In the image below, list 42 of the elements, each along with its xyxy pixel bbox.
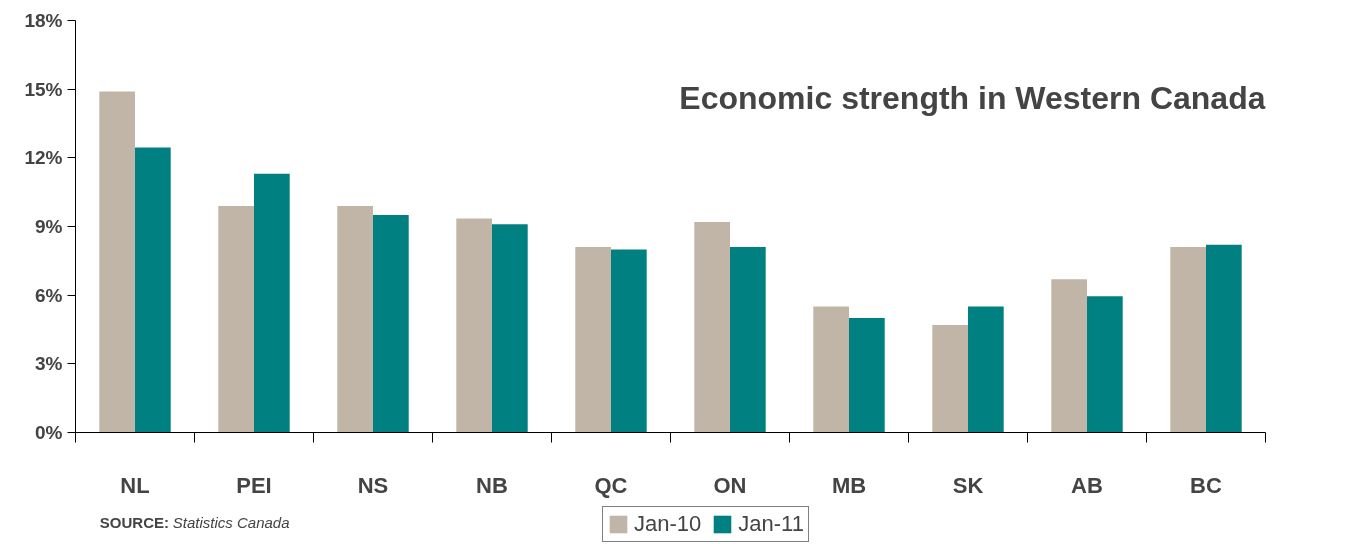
x-tick-label: NS bbox=[357, 472, 389, 498]
x-tick-label: NB bbox=[476, 472, 508, 498]
x-tick-label: MB bbox=[831, 472, 867, 498]
y-tick-label: 15% bbox=[24, 78, 63, 100]
bar bbox=[456, 218, 492, 433]
x-tick-label: SK bbox=[952, 472, 984, 498]
bar bbox=[218, 205, 254, 433]
x-tick-label: PEI bbox=[236, 472, 272, 498]
x-tick-label: BC bbox=[1190, 472, 1222, 498]
y-tick-label: 6% bbox=[35, 284, 63, 306]
bar bbox=[1206, 244, 1242, 433]
y-tick-label: 9% bbox=[35, 216, 63, 237]
bar bbox=[813, 306, 849, 433]
bar bbox=[1087, 296, 1123, 433]
y-tick-label: 0% bbox=[35, 422, 63, 443]
bar bbox=[373, 215, 409, 433]
bar bbox=[1170, 247, 1206, 433]
legend-label: Jan-11 bbox=[738, 511, 804, 537]
bar bbox=[492, 224, 528, 433]
source-note: SOURCE: bbox=[99, 513, 169, 531]
bar bbox=[730, 247, 766, 433]
text: Statistics Canada bbox=[172, 513, 290, 531]
x-tick-label: ON bbox=[713, 472, 747, 498]
bar bbox=[849, 318, 885, 433]
bar bbox=[254, 173, 290, 433]
bar bbox=[968, 306, 1004, 433]
x-tick-label: AB bbox=[1071, 472, 1103, 498]
bar bbox=[1051, 279, 1087, 433]
x-tick-label: NL bbox=[120, 472, 150, 498]
bar bbox=[99, 91, 135, 433]
bar bbox=[135, 147, 171, 433]
bar bbox=[932, 324, 968, 433]
y-tick-label: 12% bbox=[24, 147, 63, 169]
legend-label: Jan-10 bbox=[634, 511, 702, 537]
bar bbox=[337, 205, 373, 433]
bar bbox=[575, 247, 611, 433]
y-tick-label: 18% bbox=[24, 10, 63, 31]
x-tick-label: QC bbox=[594, 472, 628, 498]
annotation: Economic strength in Western Canada bbox=[679, 80, 1266, 117]
bar bbox=[611, 249, 647, 433]
bar bbox=[694, 221, 730, 433]
y-tick-label: 3% bbox=[35, 353, 63, 375]
